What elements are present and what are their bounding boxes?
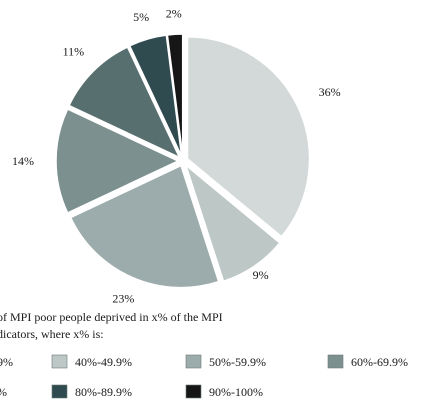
slice-value-label: 36% xyxy=(319,85,341,99)
slice-value-label: 5% xyxy=(133,10,149,24)
value-labels-group: 36% 9% 23% 14% 11% 5% 2% xyxy=(12,6,341,305)
legend-swatch xyxy=(51,354,68,369)
legend-label: 90%-100% xyxy=(209,385,263,399)
slice-value-label: 11% xyxy=(63,44,85,58)
pie-slice-90-100 xyxy=(166,33,184,157)
legend-label: 60%-69.9% xyxy=(351,355,408,369)
pie-slice-33-3-39-9 xyxy=(186,36,311,238)
legend-label: % xyxy=(0,385,7,399)
legend-swatch xyxy=(51,384,68,399)
slices-group xyxy=(55,33,311,289)
pie-slice-40-49-9 xyxy=(184,162,281,283)
chart-title: of MPI poor people deprived in x% of the… xyxy=(0,310,223,341)
chart-title-line-1: of MPI poor people deprived in x% of the… xyxy=(0,310,223,324)
legend-swatch xyxy=(327,354,344,369)
pie-slice-50-59-9 xyxy=(69,164,220,289)
legend-swatch xyxy=(185,384,202,399)
legend: 9% 40%-49.9% 50%-59.9% 60%-69.9%% 80%-89.9% 9… xyxy=(0,354,408,399)
legend-label: 80%-89.9% xyxy=(75,385,132,399)
slice-value-label: 14% xyxy=(12,154,34,168)
pie-slice-80-89-9 xyxy=(128,34,183,157)
slice-value-label: 2% xyxy=(166,6,182,20)
pie-slice-60-69-9 xyxy=(55,108,180,214)
chart-title-line-2: dicators, where x% is: xyxy=(0,327,104,341)
legend-label: 50%-59.9% xyxy=(209,355,266,369)
legend-swatch xyxy=(185,354,202,369)
slice-value-label: 9% xyxy=(253,268,269,282)
legend-label: 9% xyxy=(0,355,13,369)
slice-value-label: 23% xyxy=(112,292,134,306)
pie-slice-70-79-9 xyxy=(68,46,182,160)
legend-label: 40%-49.9% xyxy=(75,355,132,369)
